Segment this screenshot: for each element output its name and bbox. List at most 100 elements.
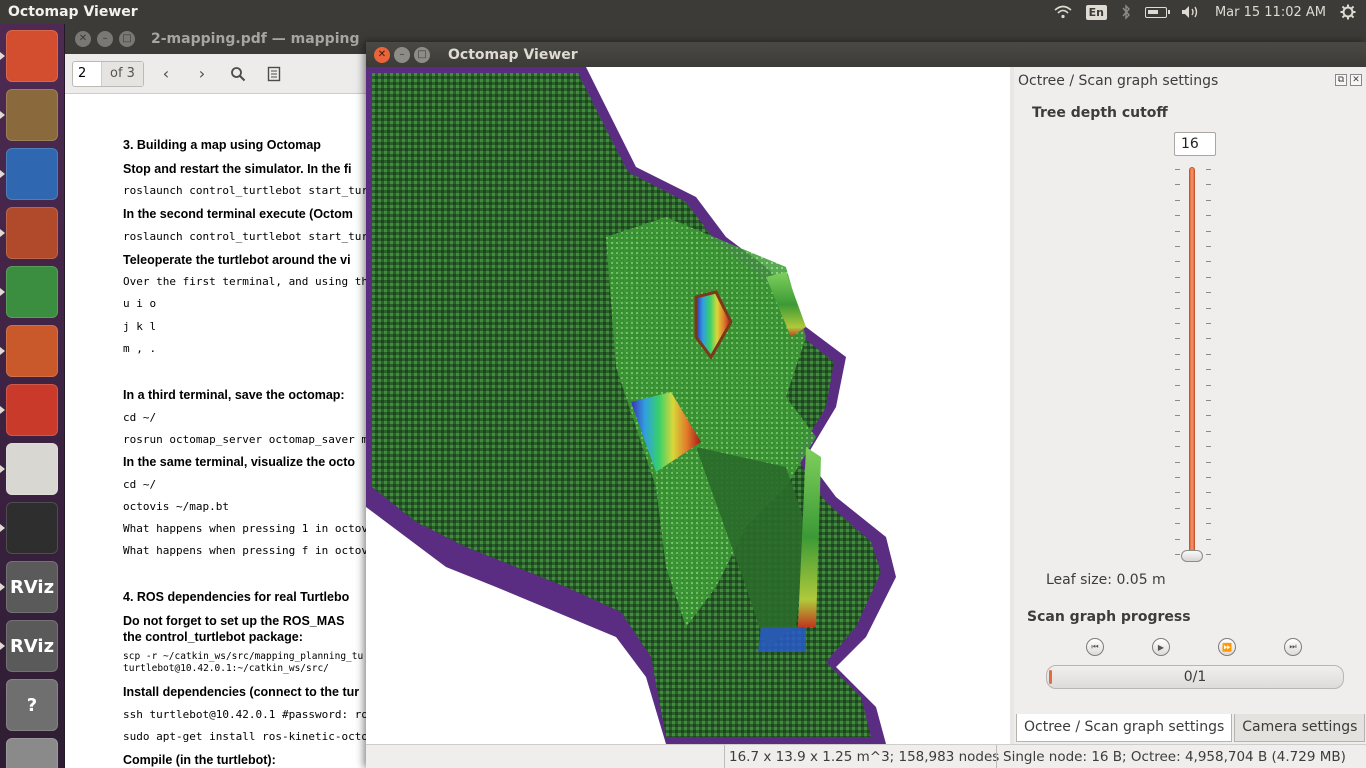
step-forward-button[interactable]: ⏩ bbox=[1218, 638, 1236, 656]
pdf-text-heading: In a third terminal, save the octomap: bbox=[123, 388, 345, 402]
matlab-icon[interactable] bbox=[0, 325, 58, 377]
page-number-input[interactable] bbox=[73, 66, 101, 81]
document-menu-icon bbox=[267, 66, 281, 81]
text-editor-icon[interactable] bbox=[0, 443, 58, 495]
pdf-text-code: cd ~/ bbox=[123, 411, 157, 424]
rviz-icon[interactable]: RViz bbox=[0, 561, 58, 613]
pdf-text-heading: Compile (in the turtlebot): bbox=[123, 753, 276, 767]
system-settings-icon[interactable] bbox=[0, 207, 58, 259]
tab-octree-settings[interactable]: Octree / Scan graph settings bbox=[1016, 714, 1233, 742]
tree-depth-label: Tree depth cutoff bbox=[1032, 105, 1168, 121]
slider-tick bbox=[1206, 230, 1211, 232]
slider-tick bbox=[1206, 523, 1211, 525]
slider-tick bbox=[1175, 430, 1180, 432]
slider-tick bbox=[1175, 323, 1180, 324]
gear-icon[interactable] bbox=[1340, 4, 1356, 20]
tab-camera-settings[interactable]: Camera settings bbox=[1234, 714, 1366, 742]
running-indicator bbox=[0, 347, 5, 355]
slider-tick bbox=[1206, 323, 1211, 324]
settings-dock: Octree / Scan graph settings ⧉ ✕ Tree de… bbox=[1014, 67, 1366, 744]
slider-tick bbox=[1175, 261, 1180, 263]
libreoffice-writer-icon[interactable] bbox=[0, 148, 58, 200]
dock-title: Octree / Scan graph settings bbox=[1018, 73, 1219, 89]
rviz-icon[interactable]: RViz bbox=[0, 620, 58, 672]
close-icon[interactable]: ✕ bbox=[75, 31, 91, 47]
search-icon bbox=[231, 66, 246, 81]
trash-icon[interactable] bbox=[6, 738, 58, 768]
status-dimensions: 16.7 x 13.9 x 1.25 m^3; 158,983 nodes bbox=[724, 745, 999, 768]
minimize-icon[interactable]: – bbox=[394, 46, 410, 63]
minimize-icon[interactable]: – bbox=[97, 31, 113, 47]
next-page-button[interactable]: › bbox=[188, 60, 216, 88]
slider-tick bbox=[1175, 507, 1180, 509]
play-icon: ▶ bbox=[1157, 642, 1165, 652]
skip-end-button[interactable]: ⏭ bbox=[1284, 638, 1302, 656]
slider-tick bbox=[1175, 554, 1180, 555]
page-total-label: of 3 bbox=[101, 61, 143, 86]
pdf-text-heading: the control_turtlebot package: bbox=[123, 630, 303, 644]
slider-tick bbox=[1206, 246, 1211, 247]
pdf-text-code: What happens when pressing 1 in octov bbox=[123, 522, 369, 535]
slider-tick bbox=[1175, 215, 1180, 217]
slider-tick bbox=[1206, 492, 1211, 494]
slider-tick bbox=[1175, 415, 1180, 417]
running-indicator bbox=[0, 111, 5, 119]
tree-depth-spinbox[interactable] bbox=[1174, 132, 1216, 156]
maximize-icon[interactable]: □ bbox=[119, 31, 135, 47]
previous-page-button[interactable]: ‹ bbox=[152, 60, 180, 88]
maximize-icon[interactable]: □ bbox=[414, 46, 430, 63]
terminal-icon[interactable] bbox=[0, 502, 58, 554]
pdf-window-title: 2-mapping.pdf — mapping bbox=[151, 31, 360, 47]
wifi-icon[interactable] bbox=[1054, 5, 1072, 19]
help-icon[interactable]: ? bbox=[6, 679, 58, 731]
files-icon[interactable] bbox=[0, 89, 58, 141]
slider-tick bbox=[1175, 384, 1180, 386]
battery-icon[interactable] bbox=[1144, 6, 1170, 18]
menu-button[interactable] bbox=[260, 60, 288, 88]
tree-depth-slider-track[interactable] bbox=[1189, 167, 1195, 557]
ubuntu-dash-icon[interactable] bbox=[0, 30, 58, 82]
octomap-titlebar: ✕ – □ Octomap Viewer bbox=[366, 42, 1366, 67]
pdf-text-code: u i o bbox=[123, 297, 157, 310]
pdf-text-code: Over the first terminal, and using th bbox=[123, 275, 369, 288]
launcher: RViz RViz? bbox=[0, 24, 65, 768]
slider-tick bbox=[1175, 477, 1180, 478]
slider-tick bbox=[1206, 554, 1211, 555]
document-viewer-icon[interactable] bbox=[0, 384, 58, 436]
3d-octree-viewport[interactable] bbox=[366, 67, 1010, 744]
chrome-icon[interactable] bbox=[0, 266, 58, 318]
pdf-text-code: m , . bbox=[123, 342, 157, 355]
clock[interactable]: Mar 15 11:02 AM bbox=[1214, 4, 1326, 20]
float-dock-icon[interactable]: ⧉ bbox=[1335, 74, 1347, 86]
pdf-text-code: roslaunch control_turtlebot start_tur bbox=[123, 184, 369, 197]
leaf-size-label: Leaf size: 0.05 m bbox=[1046, 572, 1166, 588]
slider-tick bbox=[1206, 384, 1211, 386]
slider-tick bbox=[1175, 523, 1180, 525]
slider-tick bbox=[1206, 400, 1211, 401]
bluetooth-icon[interactable] bbox=[1121, 4, 1131, 20]
octomap-window-title: Octomap Viewer bbox=[448, 46, 578, 63]
slider-tick bbox=[1206, 199, 1211, 201]
play-button[interactable]: ▶ bbox=[1152, 638, 1170, 656]
app-menu-title[interactable]: Octomap Viewer bbox=[8, 4, 138, 20]
running-indicator bbox=[0, 229, 5, 237]
volume-icon[interactable] bbox=[1181, 5, 1201, 19]
close-dock-icon[interactable]: ✕ bbox=[1350, 74, 1362, 86]
slider-tick bbox=[1175, 446, 1180, 448]
pdf-page[interactable]: 3. Building a map using Octomap Stop and … bbox=[65, 94, 370, 768]
close-icon[interactable]: ✕ bbox=[374, 46, 390, 63]
rewind-button[interactable]: ⏮ bbox=[1086, 638, 1104, 656]
dock-splitter[interactable] bbox=[1010, 67, 1014, 744]
search-button[interactable] bbox=[224, 60, 252, 88]
chevron-left-icon: ‹ bbox=[162, 64, 170, 83]
step-forward-icon: ⏩ bbox=[1222, 642, 1232, 652]
page-selector: of 3 bbox=[72, 60, 144, 87]
pdf-text-code: cd ~/ bbox=[123, 478, 157, 491]
scan-graph-progress-bar[interactable]: 0/1 bbox=[1046, 665, 1344, 689]
slider-tick bbox=[1206, 184, 1211, 186]
scan-graph-progress-label: Scan graph progress bbox=[1027, 609, 1191, 625]
tree-depth-slider-handle[interactable] bbox=[1181, 550, 1203, 562]
keyboard-layout-indicator[interactable]: En bbox=[1085, 4, 1107, 20]
slider-tick bbox=[1175, 492, 1180, 494]
slider-tick bbox=[1206, 538, 1211, 540]
